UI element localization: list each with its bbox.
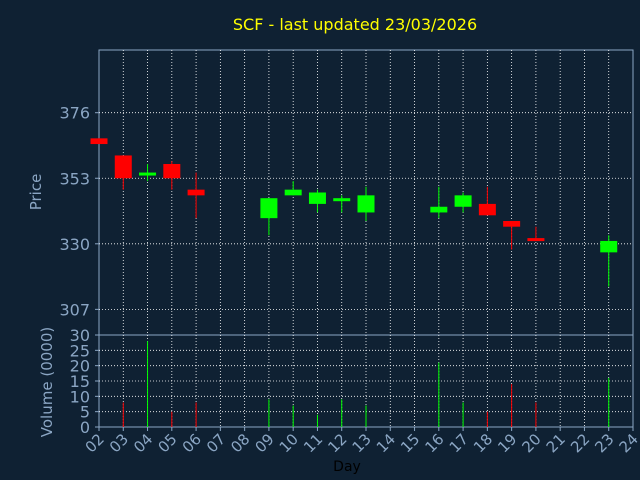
candle-body (260, 198, 278, 219)
x-tick-label: 13 (349, 430, 375, 456)
x-tick-label: 24 (616, 430, 640, 456)
candle-body (454, 195, 472, 207)
candle-02 (90, 138, 108, 145)
candle-12 (333, 195, 351, 213)
x-tick-label: 06 (179, 430, 205, 456)
price-axis-label: Price (27, 174, 45, 211)
volume-tick-label: 30 (70, 326, 90, 345)
x-tick-label: 17 (446, 430, 472, 456)
x-tick-label: 10 (276, 430, 302, 456)
x-tick-label: 05 (154, 430, 180, 456)
x-tick-label: 07 (203, 430, 229, 456)
candle-body (187, 189, 205, 196)
candle-body (284, 189, 302, 196)
price-tick-label: 307 (59, 300, 90, 319)
x-tick-label: 14 (373, 430, 399, 456)
volume-tick-label: 15 (70, 372, 90, 391)
x-ticks: 0203040506070809101112131415161718192021… (82, 427, 640, 456)
x-tick-label: 08 (227, 430, 253, 456)
chart-title: SCF - last updated 23/03/2026 (233, 15, 477, 34)
x-tick-label: 11 (300, 430, 326, 456)
candle-23 (600, 235, 618, 287)
candle-body (308, 192, 326, 204)
volume-bars (122, 341, 610, 427)
candle-13 (357, 186, 375, 221)
candle-body (163, 164, 181, 179)
candle-body (430, 206, 448, 213)
volume-tick-label: 20 (70, 357, 90, 376)
x-tick-label: 21 (543, 430, 569, 456)
x-tick-label: 09 (252, 430, 278, 456)
volume-tick-label: 10 (70, 387, 90, 406)
x-tick-label: 19 (494, 430, 520, 456)
candle-20 (527, 226, 545, 242)
x-tick-label: 23 (591, 430, 617, 456)
price-gridlines (99, 50, 633, 335)
candle-16 (430, 186, 448, 219)
volume-tick-label: 5 (80, 403, 90, 422)
candle-10 (284, 181, 302, 196)
candle-03 (114, 155, 132, 190)
candle-05 (163, 161, 181, 190)
candle-04 (139, 164, 157, 182)
candle-body (527, 238, 545, 242)
candle-06 (187, 172, 205, 219)
candle-09 (260, 198, 278, 236)
candle-19 (503, 221, 521, 250)
x-tick-label: 22 (567, 430, 593, 456)
x-axis-label: Day (333, 459, 361, 475)
price-y-ticks: 307 330 353 376 (59, 104, 99, 319)
x-tick-label: 03 (106, 430, 132, 456)
x-tick-label: 04 (130, 430, 156, 456)
candle-body (503, 221, 521, 227)
x-tick-label: 12 (324, 430, 350, 456)
candle-body (90, 138, 108, 145)
candle-18 (478, 186, 496, 216)
x-tick-label: 15 (397, 430, 423, 456)
x-tick-label: 18 (470, 430, 496, 456)
candle-11 (308, 189, 326, 213)
candles (90, 138, 618, 287)
volume-tick-label: 0 (80, 418, 90, 437)
candle-17 (454, 192, 472, 213)
volume-axis-label: Volume (0000) (38, 327, 56, 437)
candle-body (357, 195, 375, 213)
price-tick-label: 353 (59, 169, 90, 188)
candle-body (139, 172, 157, 176)
x-tick-label: 16 (421, 430, 447, 456)
candle-body (333, 198, 351, 202)
price-tick-label: 376 (59, 104, 90, 123)
price-panel: 307 330 353 376 Price (27, 49, 634, 336)
candle-body (114, 155, 132, 179)
candle-body (478, 203, 496, 216)
x-tick-label: 20 (519, 430, 545, 456)
volume-tick-label: 25 (70, 341, 90, 360)
price-tick-label: 330 (59, 235, 90, 254)
candle-body (600, 240, 618, 253)
